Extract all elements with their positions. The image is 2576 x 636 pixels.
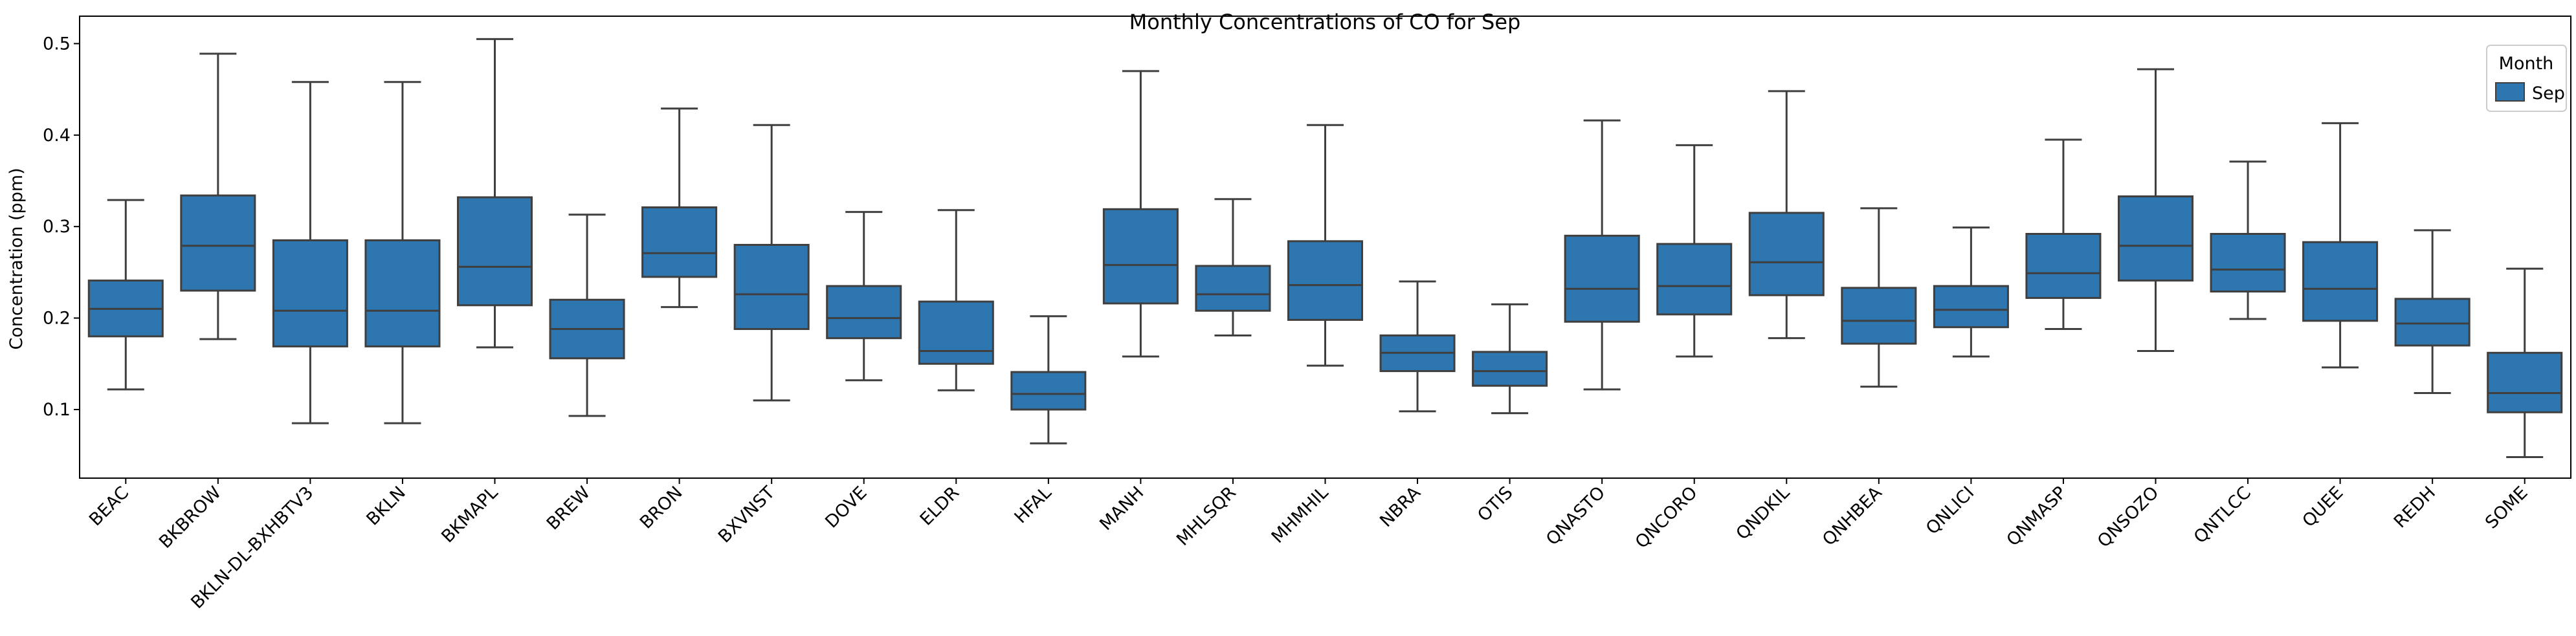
box-bkmapl <box>456 196 533 307</box>
box-mhmhil <box>1287 240 1364 321</box>
box-qnhbea <box>1841 287 1917 345</box>
y-tick-label: 0.4 <box>43 126 71 146</box>
y-tick-label: 0.5 <box>43 34 71 54</box>
box-redh <box>2394 298 2471 347</box>
box-bron <box>641 206 718 278</box>
box-quee <box>2302 241 2379 322</box>
box-qnasto <box>1564 234 1640 323</box>
box-bxvnst <box>733 243 810 331</box>
box-manh <box>1102 208 1179 305</box>
box-hfal <box>1010 371 1087 411</box>
box-qnsozo <box>2117 195 2194 282</box>
plot-frame <box>79 16 2571 479</box>
box-otis <box>1472 351 1548 387</box>
legend: Month Sep <box>2486 45 2567 112</box>
box-dove <box>826 285 902 340</box>
chart-title: Monthly Concentrations of CO for Sep <box>1129 10 1521 34</box>
box-bkln <box>364 239 441 347</box>
box-qnlici <box>1933 285 2009 329</box>
box-bkln-dl-bxhbtv3 <box>272 239 348 347</box>
legend-swatch <box>2495 82 2525 102</box>
box-some <box>2487 351 2563 413</box>
box-qntlcc <box>2210 232 2286 293</box>
box-bkbrow <box>180 194 256 292</box>
y-tick-label: 0.3 <box>43 217 71 237</box>
legend-title: Month <box>2499 54 2554 74</box>
box-qncoro <box>1656 243 1733 316</box>
y-axis-label: Concentration (ppm) <box>6 168 27 349</box>
legend-label: Sep <box>2532 83 2565 104</box>
box-eldr <box>918 300 994 365</box>
box-qndkil <box>1748 212 1825 296</box>
box-mhlsqr <box>1195 265 1271 312</box>
box-qnmasp <box>2025 232 2102 299</box>
y-tick-label: 0.1 <box>43 400 71 420</box>
y-tick-label: 0.2 <box>43 309 71 329</box>
